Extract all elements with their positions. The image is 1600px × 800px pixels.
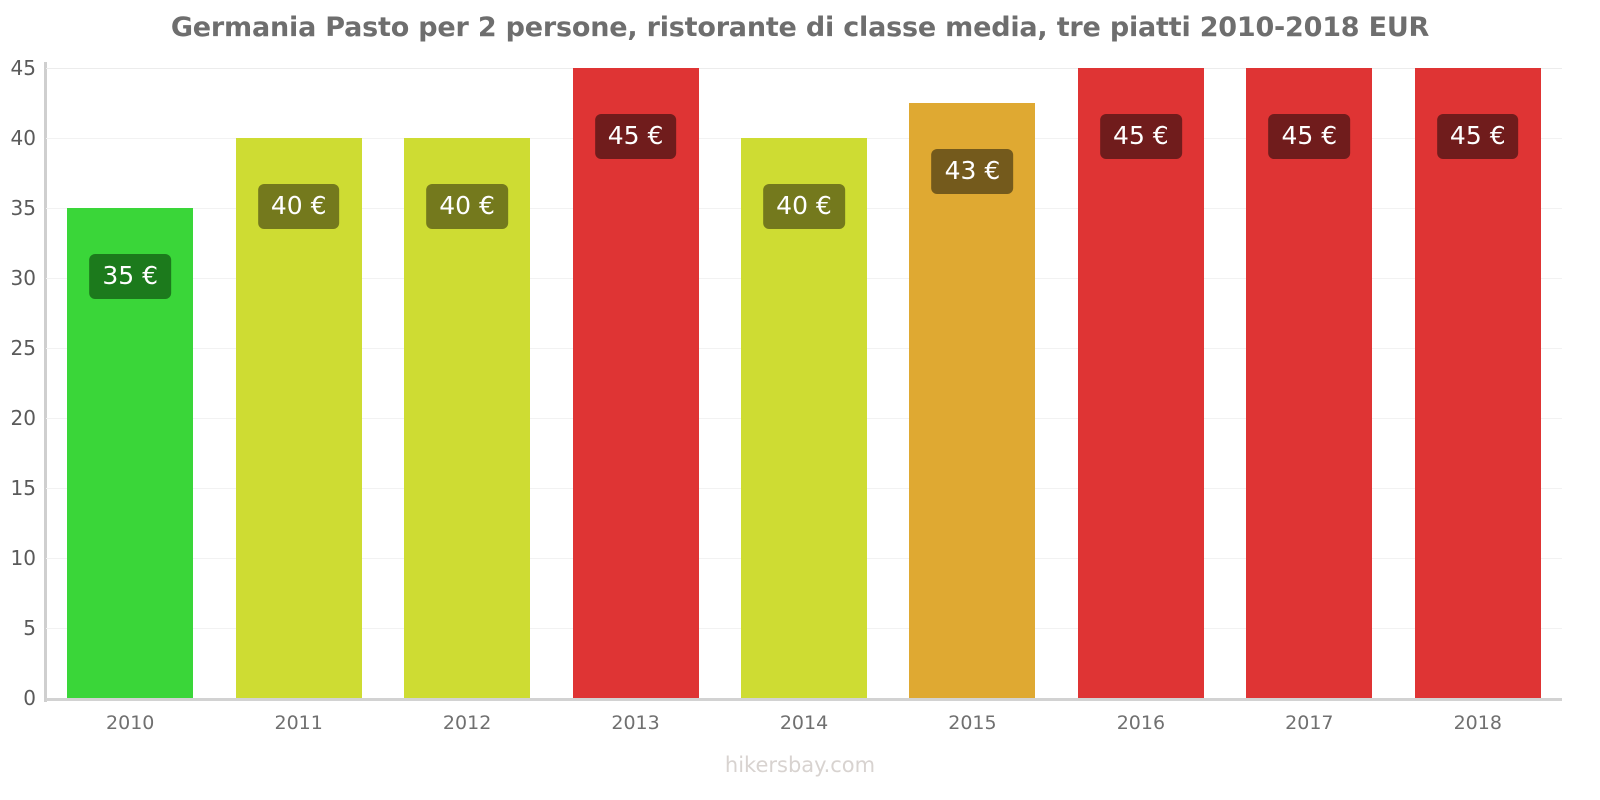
bar[interactable]: 40 € [235, 138, 362, 698]
bar-value-label: 45 € [1436, 114, 1519, 159]
x-axis-line [46, 698, 1562, 701]
bar[interactable]: 45 € [1246, 68, 1373, 698]
x-axis-tick-label: 2010 [106, 712, 155, 734]
plot-area: 35 € 40 € 40 € 45 € 40 € 43 € 45 € 45 € 45 € [46, 68, 1562, 698]
bar-value-label: 45 € [594, 114, 677, 159]
y-axis-tick-label: 25 [10, 336, 36, 360]
y-axis-tick-label: 20 [10, 406, 36, 430]
x-axis-tick-label: 2015 [948, 712, 997, 734]
gridline [46, 68, 1562, 69]
bar[interactable]: 40 € [404, 138, 531, 698]
y-axis-tick-label: 10 [10, 546, 36, 570]
x-axis-tick-label: 2011 [274, 712, 323, 734]
y-axis-tick-label: 30 [10, 266, 36, 290]
bar[interactable]: 45 € [1414, 68, 1541, 698]
y-axis-tick-label: 0 [23, 686, 36, 710]
bar-value-label: 40 € [257, 184, 340, 229]
bar-value-label: 40 € [426, 184, 508, 229]
bar[interactable]: 40 € [741, 138, 867, 698]
y-axis-tick-label: 45 [10, 56, 36, 80]
x-axis-tick-label: 2012 [442, 712, 492, 734]
y-axis-tick-label: 40 [10, 126, 36, 150]
y-axis-line [44, 62, 47, 702]
x-axis-tick-label: 2017 [1285, 712, 1334, 734]
watermark-label: hikersbay.com [724, 753, 876, 777]
y-axis-tick-label: 5 [23, 616, 36, 640]
y-axis-tick-label: 35 [10, 196, 36, 220]
x-axis-tick-label: 2014 [779, 712, 829, 734]
y-axis-tick-label: 15 [10, 476, 36, 500]
x-axis-tick-label: 2016 [1116, 712, 1166, 734]
bar[interactable]: 35 € [67, 208, 194, 698]
chart-title: Germania Pasto per 2 persone, ristorante… [170, 12, 1430, 43]
bar-value-label: 45 € [1100, 114, 1182, 159]
bar-value-label: 40 € [763, 184, 845, 229]
bar[interactable]: 45 € [572, 68, 699, 698]
bar-value-label: 43 € [931, 149, 1014, 194]
bar-value-label: 35 € [89, 254, 172, 299]
bar-value-label: 45 € [1268, 114, 1351, 159]
bar[interactable]: 43 € [909, 103, 1036, 698]
x-axis-tick-label: 2018 [1453, 712, 1502, 734]
bar[interactable]: 45 € [1077, 68, 1204, 698]
x-axis-tick-label: 2013 [611, 712, 660, 734]
